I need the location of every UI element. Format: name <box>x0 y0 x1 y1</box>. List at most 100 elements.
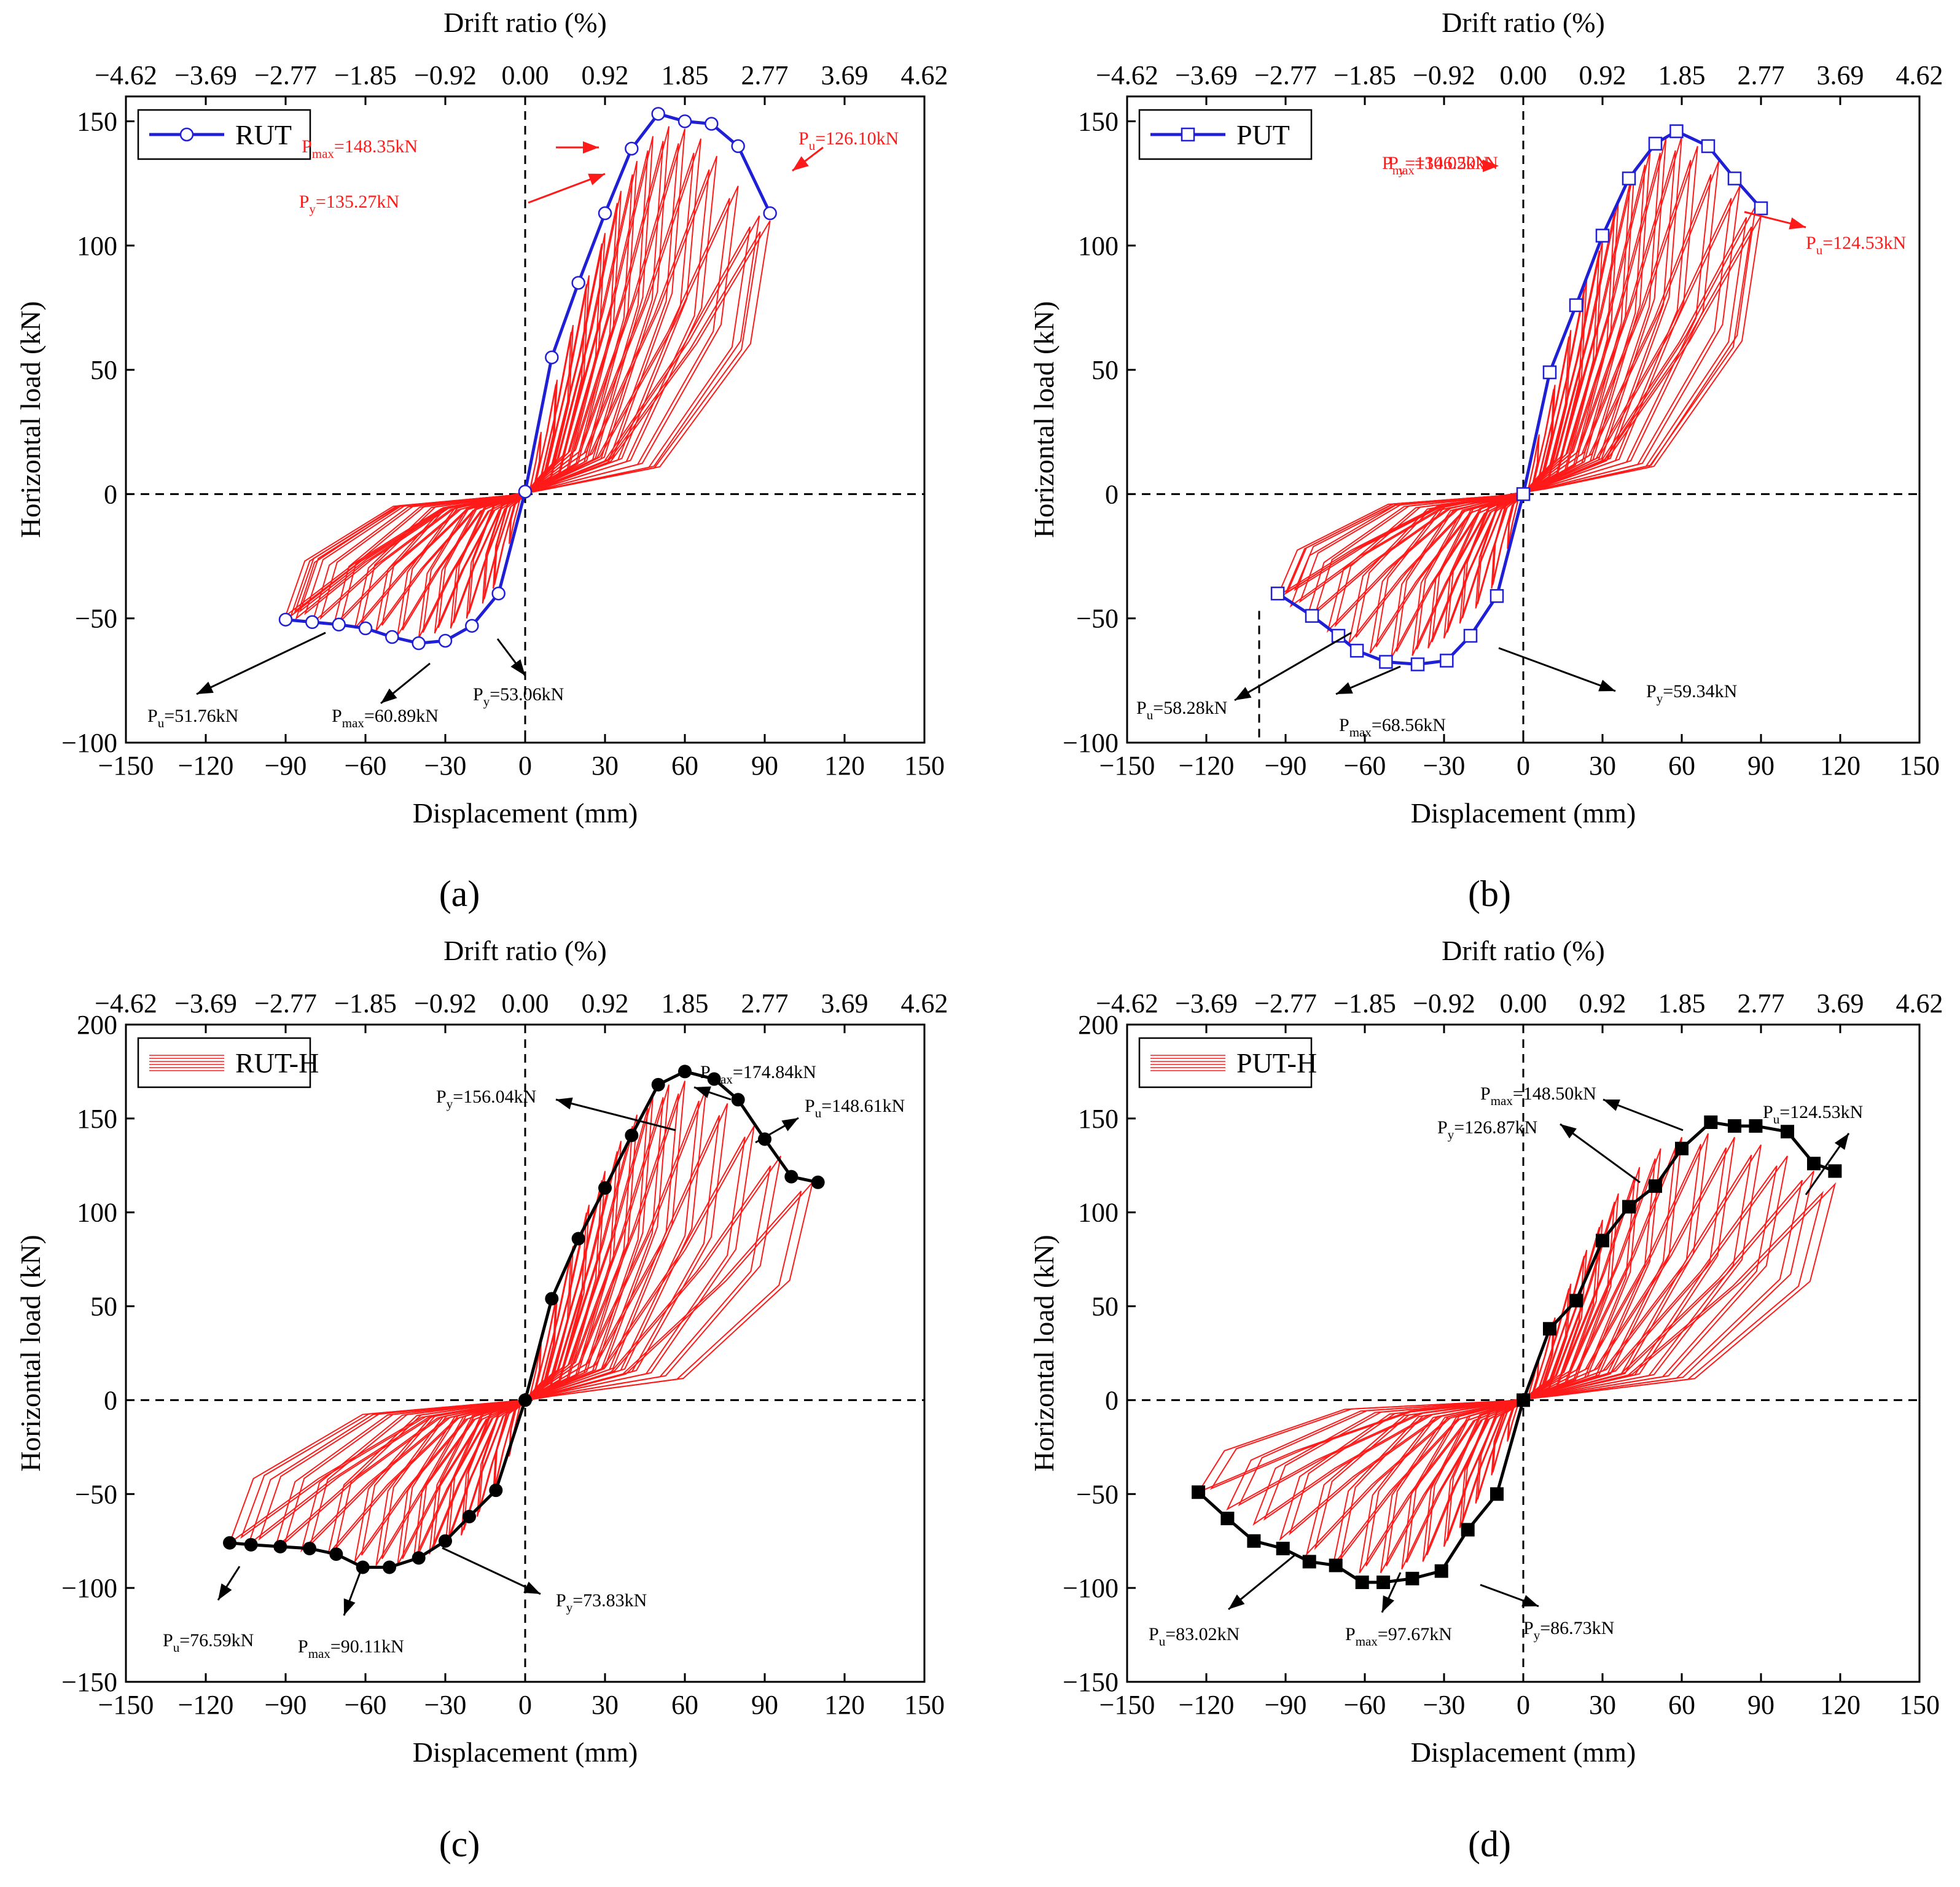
legend-label: RUT-H <box>235 1047 319 1079</box>
annotation-arrow <box>1603 1098 1684 1131</box>
annotation-arrow-head <box>381 688 397 703</box>
x-axis-title: Displacement (mm) <box>1411 797 1636 829</box>
hysteresis-cycle <box>284 1136 746 1545</box>
top-tick-label: −2.77 <box>254 988 317 1018</box>
envelope-point <box>1595 229 1610 243</box>
y-tick-label: 150 <box>1078 106 1119 136</box>
x-tick-label: 150 <box>904 1690 945 1720</box>
annotation-label: Pu=126.10kN <box>798 128 899 153</box>
annotation-label: Pmax=68.56kN <box>1339 715 1446 740</box>
annotation-arrow <box>1228 1553 1297 1611</box>
top-tick-label: 1.85 <box>1658 988 1706 1018</box>
legend-label: RUT <box>235 119 292 150</box>
envelope-point <box>332 617 346 632</box>
x-tick-label: −90 <box>265 751 307 781</box>
annotation-arrow <box>217 1566 241 1601</box>
panel-label: (d) <box>1468 1824 1511 1864</box>
annotation-arrow-head <box>1598 679 1615 692</box>
top-tick-label: 1.85 <box>1658 60 1706 90</box>
envelope-point <box>438 633 453 648</box>
x-tick-label: 120 <box>824 751 865 781</box>
legend-marker <box>1181 127 1195 142</box>
envelope-point <box>1516 487 1531 501</box>
x-tick-label: 90 <box>751 1690 778 1720</box>
envelope-point <box>412 636 426 650</box>
x-tick-label: 60 <box>671 1690 698 1720</box>
top-tick-label: 0.00 <box>1500 60 1547 90</box>
y-axis-title: Horizontal load (kN) <box>15 301 46 538</box>
annotations: Pmax=148.50kN Py=126.87kN Pu=124.53kN Pu=83… <box>1149 1084 1863 1649</box>
top-tick-label: 3.69 <box>821 60 869 90</box>
x-tick-label: 120 <box>1820 751 1860 781</box>
annotation-arrow-head <box>510 659 525 676</box>
envelope-point <box>1749 1119 1763 1133</box>
annotation-label: Pu=58.28kN <box>1136 698 1227 722</box>
x-tick-label: −30 <box>1423 1690 1466 1720</box>
top-tick-label: −3.69 <box>1175 988 1238 1018</box>
hysteresis-cycle <box>1369 138 1667 654</box>
panel-label: (c) <box>439 1824 480 1864</box>
envelope-point <box>1828 1164 1842 1178</box>
x-tick-label: −90 <box>1265 1690 1307 1720</box>
annotation-arrow <box>1483 160 1499 172</box>
envelope-point <box>303 1541 316 1555</box>
hysteresis-cycle <box>300 1103 728 1553</box>
envelope-point <box>545 350 559 365</box>
hysteresis-cycle <box>299 231 761 613</box>
envelope-point <box>1543 1322 1556 1336</box>
top-tick-label: 4.62 <box>901 988 948 1018</box>
annotation-arrow-head <box>792 156 809 171</box>
envelope-point <box>1569 1294 1583 1308</box>
x-tick-label: −150 <box>1099 751 1155 781</box>
annotation-arrow <box>1234 631 1352 701</box>
y-tick-label: −100 <box>61 1573 117 1603</box>
x-tick-label: 150 <box>1899 751 1940 781</box>
top-tick-label: 4.62 <box>1896 988 1943 1018</box>
envelope-point <box>1569 298 1583 313</box>
top-tick-label: −1.85 <box>334 60 397 90</box>
top-tick-label: 0.00 <box>1500 988 1547 1018</box>
envelope-point <box>1754 201 1768 216</box>
hysteresis-loops <box>228 1080 813 1566</box>
x-tick-label: 60 <box>1668 1690 1695 1720</box>
envelope-point <box>598 1181 612 1195</box>
top-axis-title: Drift ratio (%) <box>1442 935 1605 966</box>
envelope-point <box>1704 1115 1718 1129</box>
hysteresis-cycle <box>1334 160 1692 628</box>
chart-panel-a: −150 −4.62 −120 −3.69 −90 −2.77 −60 −1.85 −30 −0.… <box>15 7 948 914</box>
annotation-arrow <box>1480 1584 1539 1608</box>
x-tick-label: 150 <box>1899 1690 1940 1720</box>
envelope-point <box>571 276 585 290</box>
y-tick-label: 0 <box>1105 479 1119 509</box>
envelope-point <box>223 1536 236 1550</box>
envelope-point <box>1648 136 1663 151</box>
top-tick-label: −0.92 <box>414 988 477 1018</box>
envelope-point <box>273 1539 287 1553</box>
hysteresis-cycle <box>1401 1166 1641 1570</box>
annotation-label: Pmax=174.84kN <box>700 1062 816 1087</box>
panel-label: (b) <box>1468 873 1511 914</box>
y-tick-label: 0 <box>104 1385 117 1415</box>
y-tick-label: 150 <box>77 1104 117 1134</box>
annotation-arrow-head <box>1789 217 1806 230</box>
envelope-point <box>1405 1571 1419 1585</box>
x-tick-label: −120 <box>178 1690 234 1720</box>
x-tick-label: −150 <box>98 751 154 781</box>
y-axis-title: Horizontal load (kN) <box>1028 301 1060 538</box>
hysteresis-cycle <box>1294 226 1752 592</box>
envelope-point <box>1781 1125 1794 1139</box>
annotation-label: Pmax=90.11kN <box>298 1636 404 1661</box>
annotation-label: Pmax=148.35kN <box>302 136 418 161</box>
annotation-arrow-shaft <box>555 1098 676 1131</box>
envelope-point <box>1622 1200 1636 1214</box>
x-axis-title: Displacement (mm) <box>413 797 638 829</box>
envelope-point <box>1434 1564 1448 1578</box>
annotation-arrow-shaft <box>1234 631 1352 701</box>
top-tick-label: −4.62 <box>1096 988 1158 1018</box>
hysteresis-cycle <box>1226 1170 1814 1511</box>
x-tick-label: 0 <box>518 1690 532 1720</box>
annotation-arrow-shaft <box>442 1547 541 1595</box>
annotation-arrow-head <box>1483 160 1499 172</box>
envelope-point <box>1329 1558 1343 1572</box>
